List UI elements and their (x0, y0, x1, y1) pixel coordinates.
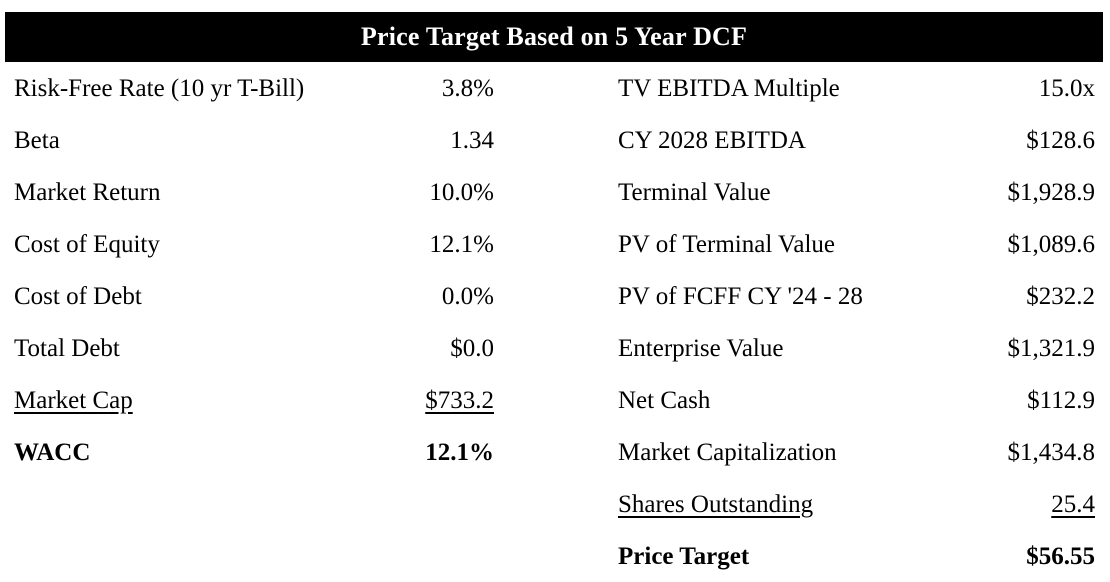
row-value: $112.9 (1027, 386, 1095, 414)
row-label: Beta (14, 126, 60, 154)
row-wacc: WACC 12.1% (8, 426, 555, 478)
row-value: 12.1% (429, 230, 494, 258)
row-price-target: Price Target $56.55 (555, 530, 1102, 582)
row-label: Price Target (618, 542, 750, 570)
row-enterprise-value: Enterprise Value $1,321.9 (555, 322, 1102, 374)
row-value: $0.0 (450, 334, 494, 362)
row-value: 12.1% (425, 438, 494, 466)
row-cy-2028-ebitda: CY 2028 EBITDA $128.6 (555, 114, 1102, 166)
row-label: Net Cash (618, 386, 711, 414)
row-value: 10.0% (429, 178, 494, 206)
valuation-column: TV EBITDA Multiple 15.0x CY 2028 EBITDA … (555, 62, 1102, 582)
row-value: 15.0x (1038, 74, 1095, 102)
row-pv-of-fcff: PV of FCFF CY '24 - 28 $232.2 (555, 270, 1102, 322)
row-cost-of-equity: Cost of Equity 12.1% (8, 218, 555, 270)
row-label: Risk-Free Rate (10 yr T-Bill) (14, 74, 305, 102)
row-terminal-value: Terminal Value $1,928.9 (555, 166, 1102, 218)
row-label: CY 2028 EBITDA (618, 126, 806, 154)
row-beta: Beta 1.34 (8, 114, 555, 166)
row-label: PV of Terminal Value (618, 230, 835, 258)
row-value: $1,089.6 (1007, 230, 1096, 258)
row-label: Market Capitalization (618, 438, 837, 466)
row-cost-of-debt: Cost of Debt 0.0% (8, 270, 555, 322)
row-value: $1,321.9 (1007, 334, 1096, 362)
row-market-cap: Market Cap $733.2 (8, 374, 555, 426)
row-label: Market Cap (14, 386, 133, 414)
wacc-assumptions-column: Risk-Free Rate (10 yr T-Bill) 3.8% Beta … (8, 62, 555, 478)
row-value: $733.2 (425, 386, 494, 414)
row-value: $128.6 (1026, 126, 1095, 154)
row-value: $232.2 (1026, 282, 1095, 310)
row-value: $1,434.8 (1007, 438, 1096, 466)
row-value: 25.4 (1051, 490, 1095, 518)
row-label: Cost of Debt (14, 282, 142, 310)
row-label: Shares Outstanding (618, 490, 814, 518)
row-label: Cost of Equity (14, 230, 160, 258)
row-pv-of-terminal-value: PV of Terminal Value $1,089.6 (555, 218, 1102, 270)
row-risk-free-rate: Risk-Free Rate (10 yr T-Bill) 3.8% (8, 62, 555, 114)
row-net-cash: Net Cash $112.9 (555, 374, 1102, 426)
row-label: TV EBITDA Multiple (618, 74, 840, 102)
row-label: Total Debt (14, 334, 120, 362)
row-value: 1.34 (450, 126, 494, 154)
table-title: Price Target Based on 5 Year DCF (360, 22, 748, 51)
row-label: PV of FCFF CY '24 - 28 (618, 282, 863, 310)
row-label: WACC (14, 438, 91, 466)
row-shares-outstanding: Shares Outstanding 25.4 (555, 478, 1102, 530)
row-value: $56.55 (1026, 542, 1095, 570)
row-value: 0.0% (441, 282, 494, 310)
row-value: 3.8% (441, 74, 494, 102)
row-value: $1,928.9 (1007, 178, 1096, 206)
row-market-return: Market Return 10.0% (8, 166, 555, 218)
table-title-bar: Price Target Based on 5 Year DCF (5, 12, 1103, 62)
row-market-capitalization: Market Capitalization $1,434.8 (555, 426, 1102, 478)
row-label: Terminal Value (618, 178, 771, 206)
row-tv-ebitda-multiple: TV EBITDA Multiple 15.0x (555, 62, 1102, 114)
row-total-debt: Total Debt $0.0 (8, 322, 555, 374)
row-label: Enterprise Value (618, 334, 784, 362)
row-label: Market Return (14, 178, 161, 206)
